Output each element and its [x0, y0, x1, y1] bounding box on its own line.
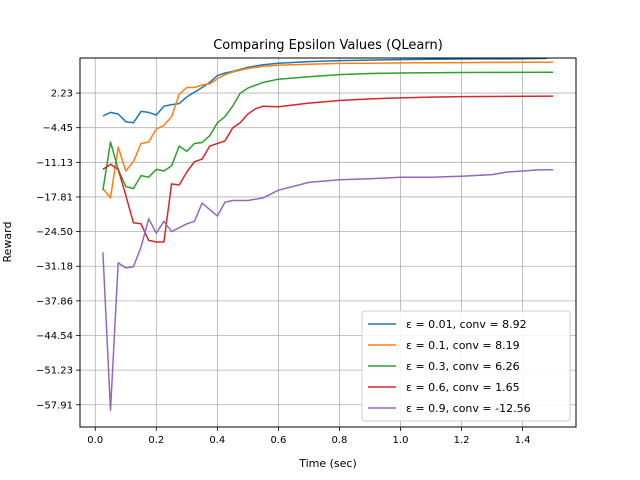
series-line [102, 71, 554, 191]
y-tick-label: −11.13 [36, 158, 73, 169]
y-axis: 2.23 −4.45 −11.13 −17.81 −24.50 −31.18 −37.86 −… [36, 89, 80, 411]
y-tick-label: −57.91 [36, 400, 73, 411]
legend-label: ε = 0.01, conv = 8.92 [406, 318, 527, 331]
series-line [102, 168, 554, 412]
x-tick-label: 0.2 [148, 435, 164, 446]
y-tick-label: 2.23 [51, 89, 73, 100]
legend-label: ε = 0.1, conv = 8.19 [406, 339, 520, 352]
x-tick-label: 1.2 [454, 435, 470, 446]
series-lines [102, 57, 554, 412]
plot-frame [79, 57, 577, 428]
x-axis: 0.0 0.2 0.4 0.6 0.8 1.0 1.2 1.4 [87, 427, 531, 446]
y-tick-label: −51.23 [36, 366, 73, 377]
y-tick-label: −31.18 [36, 262, 73, 273]
x-tick-label: 0.8 [331, 435, 347, 446]
chart-title: Comparing Epsilon Values (QLearn) [213, 38, 443, 53]
x-tick-label: 1.0 [393, 435, 409, 446]
x-axis-label: Time (sec) [298, 457, 357, 470]
x-tick-label: 0.6 [270, 435, 286, 446]
legend: ε = 0.01, conv = 8.92 ε = 0.1, conv = 8.1… [361, 310, 571, 422]
y-tick-label: −44.54 [36, 331, 73, 342]
x-tick-label: 0.0 [87, 435, 103, 446]
y-tick-label: −37.86 [36, 296, 73, 307]
series-line [102, 95, 554, 243]
x-tick-label: 0.4 [209, 435, 225, 446]
y-tick-label: −17.81 [36, 192, 73, 203]
legend-label: ε = 0.3, conv = 6.26 [406, 360, 520, 373]
legend-label: ε = 0.9, conv = -12.56 [406, 402, 531, 415]
legend-box [361, 310, 571, 422]
grid [80, 58, 576, 427]
legend-label: ε = 0.6, conv = 1.65 [406, 381, 520, 394]
y-tick-label: −24.50 [36, 227, 73, 238]
x-tick-label: 1.4 [515, 435, 531, 446]
series-line [102, 61, 554, 199]
y-tick-label: −4.45 [42, 123, 73, 134]
series-line [102, 57, 548, 124]
y-axis-label: Reward [1, 222, 14, 263]
